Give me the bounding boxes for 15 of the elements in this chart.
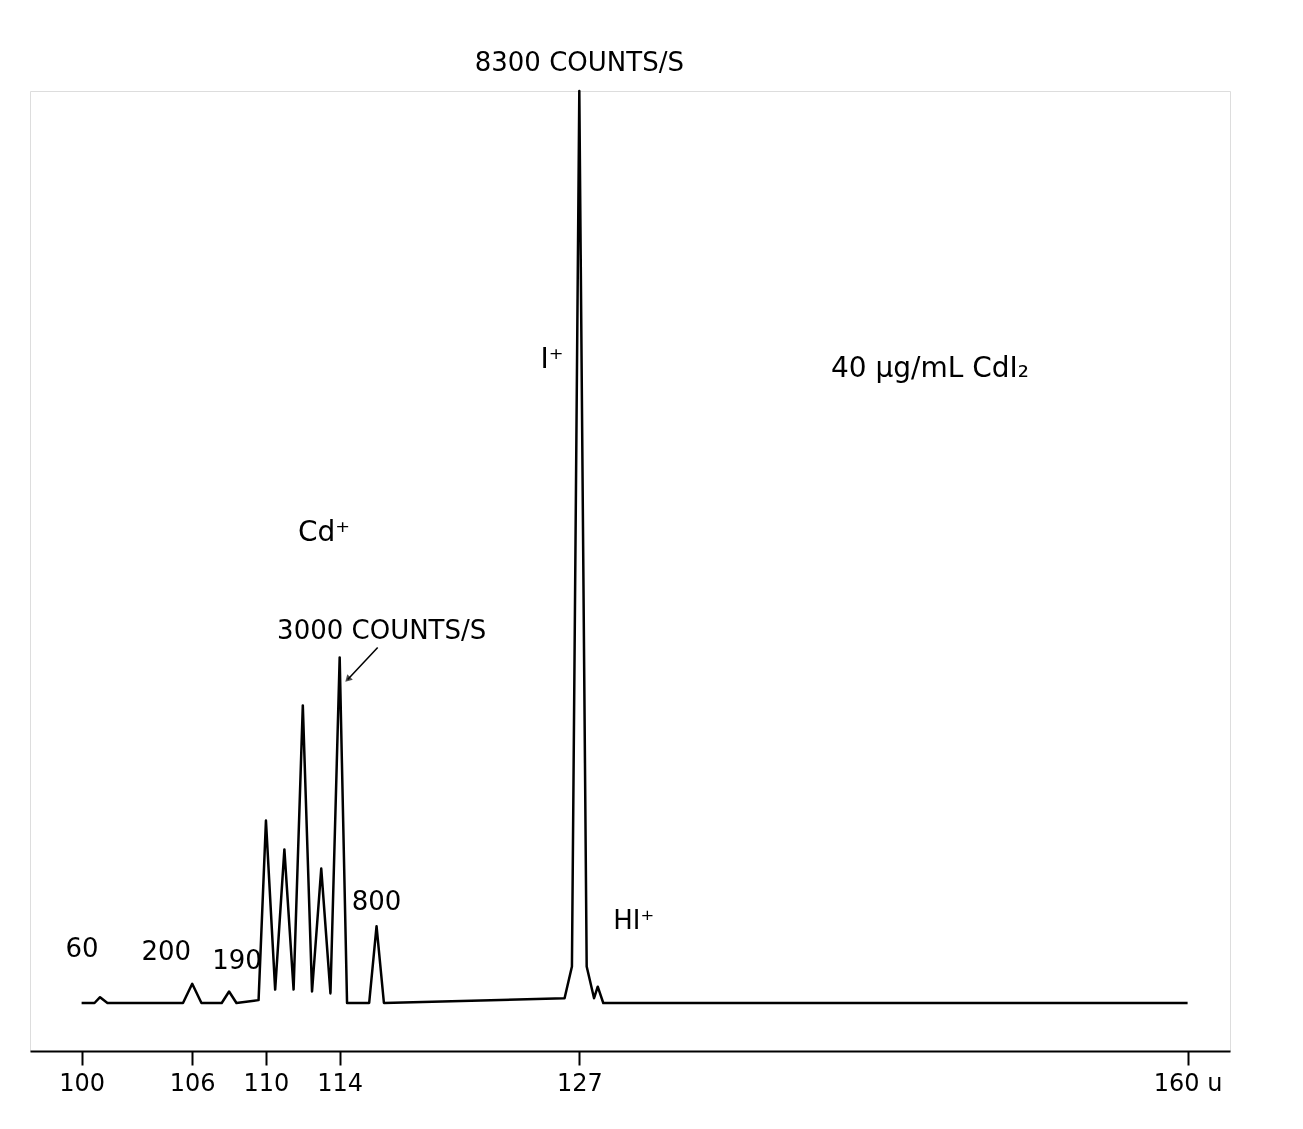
x-tick-label: 110 <box>243 1068 290 1097</box>
annotation: 800 <box>351 886 402 917</box>
annotation: 60 <box>65 933 99 964</box>
x-tick-label: 127 <box>556 1068 603 1097</box>
x-tick-label: 100 <box>59 1068 106 1097</box>
annotation: I⁺ <box>540 341 564 375</box>
x-tick-label: 114 <box>317 1068 364 1097</box>
x-tick-label: 106 <box>169 1068 216 1097</box>
annotation: 3000 COUNTS/S <box>277 615 487 646</box>
annotation: HI⁺ <box>613 904 655 935</box>
annotation: 40 μg/mL CdI₂ <box>830 351 1030 385</box>
annotation: 200 <box>141 935 192 966</box>
annotation: Cd⁺ <box>297 514 351 548</box>
annotation: 8300 COUNTS/S <box>474 47 684 77</box>
x-tick-label: 160 u <box>1153 1068 1223 1097</box>
